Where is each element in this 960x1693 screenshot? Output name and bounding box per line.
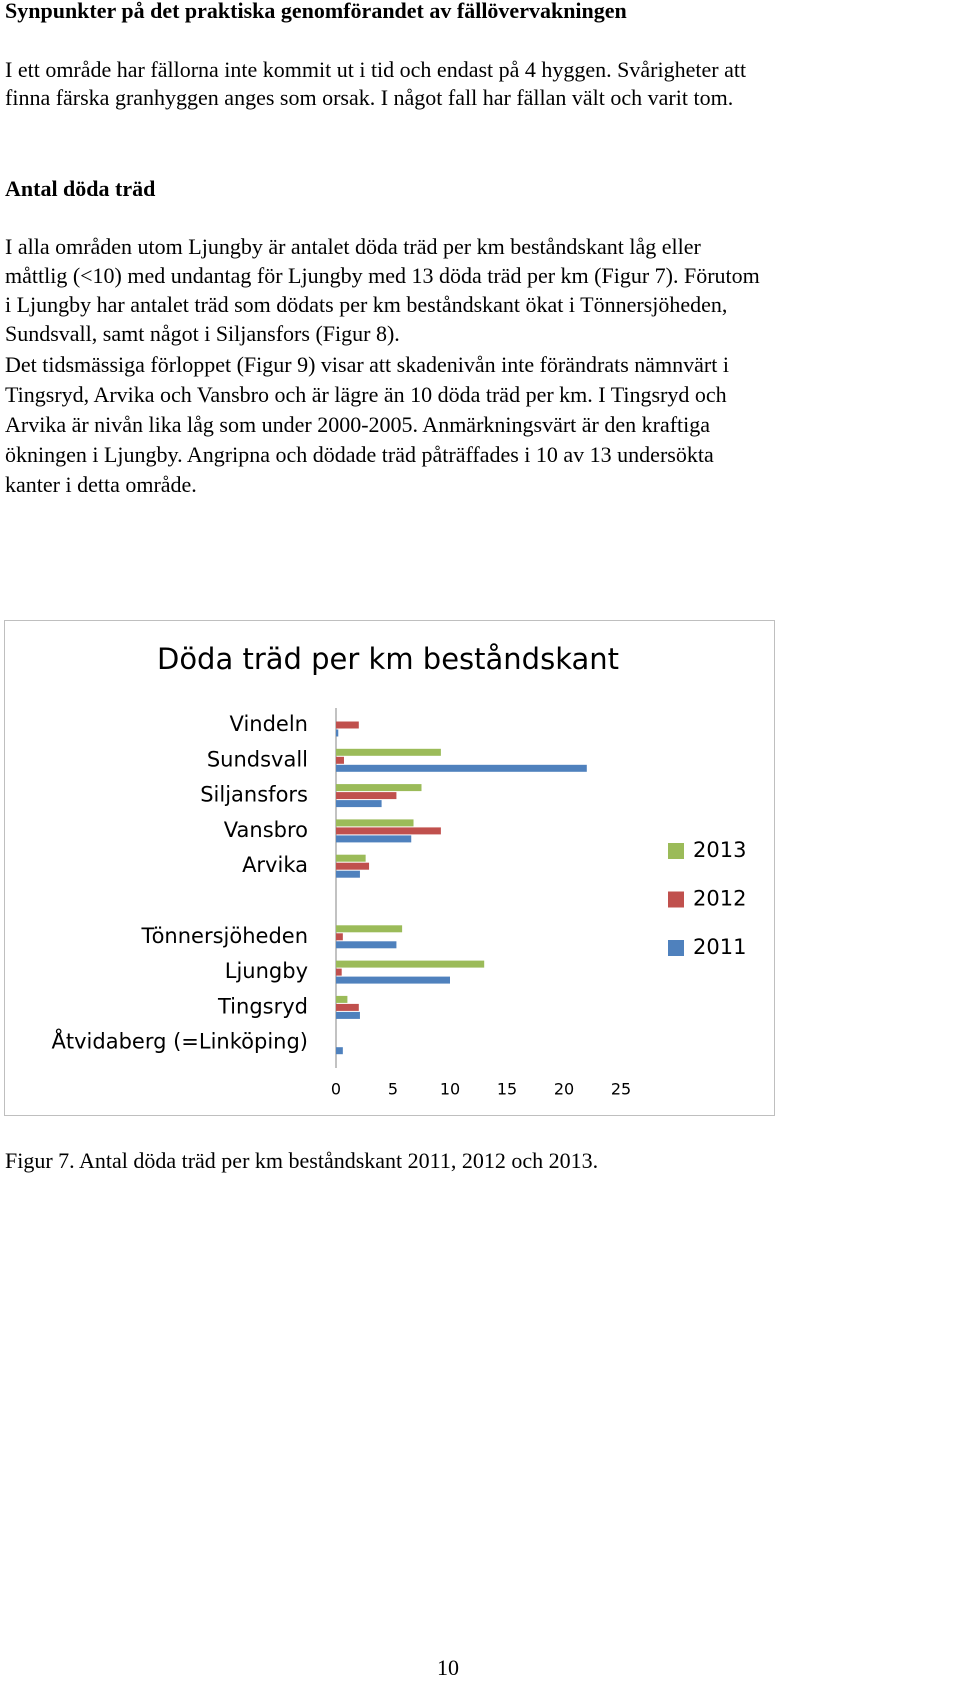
category-label: Tönnersjöheden <box>140 924 308 948</box>
category-label: Tingsryd <box>217 994 308 1018</box>
chart-frame <box>4 620 775 1116</box>
bar <box>336 925 403 933</box>
x-tick-label: 20 <box>554 1080 574 1099</box>
text-line: Sundsvall, samt något i Siljansfors (Fig… <box>5 321 400 346</box>
heading: Antal döda träd <box>5 176 155 201</box>
category-label: Arvika <box>242 853 308 877</box>
text-line: kanter i detta område. <box>5 472 197 497</box>
category-label: Siljansfors <box>200 783 308 807</box>
text-line: ökningen i Ljungby. Angripna och dödade … <box>5 442 714 467</box>
bar <box>336 800 382 808</box>
bar <box>336 976 450 984</box>
text-line: i Ljungby har antalet träd som dödats pe… <box>5 292 727 317</box>
text-line: Det tidsmässiga förloppet (Figur 9) visa… <box>5 352 729 377</box>
text-line: Arvika är nivån lika låg som under 2000-… <box>5 412 710 437</box>
category-label: Vindeln <box>230 712 308 736</box>
heading: Synpunkter på det praktiska genomförande… <box>5 0 627 23</box>
text-line: I ett område har fällorna inte kommit ut… <box>5 57 746 82</box>
text-line: I alla områden utom Ljungby är antalet d… <box>5 234 701 259</box>
bar <box>336 756 344 764</box>
bar <box>336 1003 359 1011</box>
legend-swatch <box>668 843 684 859</box>
bar <box>336 835 412 843</box>
x-tick-label: 0 <box>331 1080 341 1099</box>
bar <box>336 748 441 756</box>
bar <box>336 729 339 737</box>
chart-title: Döda träd per km beståndskant <box>157 642 619 676</box>
bar <box>336 941 397 949</box>
text-line: måttlig (<10) med undantag för Ljungby m… <box>5 263 760 288</box>
bar <box>336 784 422 792</box>
legend-swatch <box>668 891 684 908</box>
bar <box>336 960 485 968</box>
category-label: Sundsvall <box>207 747 308 771</box>
caption: Figur 7. Antal döda träd per km bestånds… <box>5 1148 598 1173</box>
bar <box>336 721 359 729</box>
text-line: Tingsryd, Arvika och Vansbro och är lägr… <box>5 382 727 407</box>
x-tick-label: 15 <box>497 1080 517 1099</box>
bar <box>336 1047 343 1055</box>
legend-label: 2012 <box>693 887 746 911</box>
x-tick-label: 10 <box>440 1080 460 1099</box>
bar <box>336 968 342 976</box>
category-label: Åtvidaberg (=Linköping) <box>52 1028 308 1054</box>
bar <box>336 854 366 862</box>
bar <box>336 995 348 1003</box>
bar <box>336 819 414 827</box>
bar <box>336 870 360 878</box>
category-label: Vansbro <box>224 818 308 842</box>
legend-label: 2011 <box>693 935 746 959</box>
bar <box>336 862 370 870</box>
page-number: 10 <box>437 1655 459 1680</box>
category-label: Ljungby <box>225 959 308 983</box>
bar <box>336 792 397 800</box>
bar <box>336 933 343 941</box>
text-line: finna färska granhyggen anges som orsak.… <box>5 85 733 110</box>
bar <box>336 827 441 835</box>
x-tick-label: 25 <box>611 1080 631 1099</box>
legend-swatch <box>668 940 684 956</box>
bar <box>336 1011 360 1019</box>
x-tick-label: 5 <box>388 1080 398 1099</box>
bar <box>336 764 587 772</box>
legend-label: 2013 <box>693 838 746 862</box>
